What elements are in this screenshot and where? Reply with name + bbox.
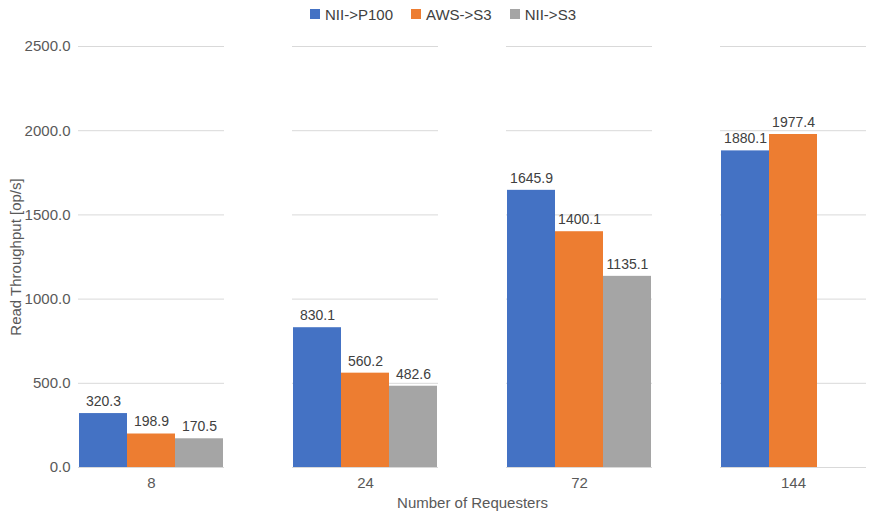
svg-text:0.0: 0.0 [50,458,71,475]
svg-text:320.3: 320.3 [86,393,121,409]
svg-text:560.2: 560.2 [348,353,383,369]
svg-text:1135.1: 1135.1 [607,256,649,272]
svg-text:1645.9: 1645.9 [510,170,553,186]
svg-text:1880.1: 1880.1 [724,130,767,146]
svg-text:500.0: 500.0 [33,374,71,391]
svg-text:2000.0: 2000.0 [25,122,71,139]
svg-text:1000.0: 1000.0 [25,290,71,307]
svg-text:170.5: 170.5 [182,418,217,434]
svg-text:482.6: 482.6 [396,366,431,382]
html-text:NII->P100: NII->P100 [325,5,393,23]
svg-text:1400.1: 1400.1 [558,211,601,227]
svg-text:1977.4: 1977.4 [772,114,815,130]
svg-text:830.1: 830.1 [300,307,335,323]
svg-text:72: 72 [571,474,588,491]
svg-text:1500.0: 1500.0 [25,206,71,223]
html-text:NII->S3: NII->S3 [524,5,576,23]
svg-text:Number of Requesters: Number of Requesters [397,494,548,511]
svg-text:2500.0: 2500.0 [25,37,71,54]
svg-text:8: 8 [147,474,155,491]
svg-text:198.9: 198.9 [134,413,169,429]
html-text:AWS->S3: AWS->S3 [426,5,492,23]
svg-text:24: 24 [357,474,374,491]
svg-text:Read Throughput [op/s]: Read Throughput [op/s] [7,178,24,335]
svg-text:144: 144 [781,474,806,491]
